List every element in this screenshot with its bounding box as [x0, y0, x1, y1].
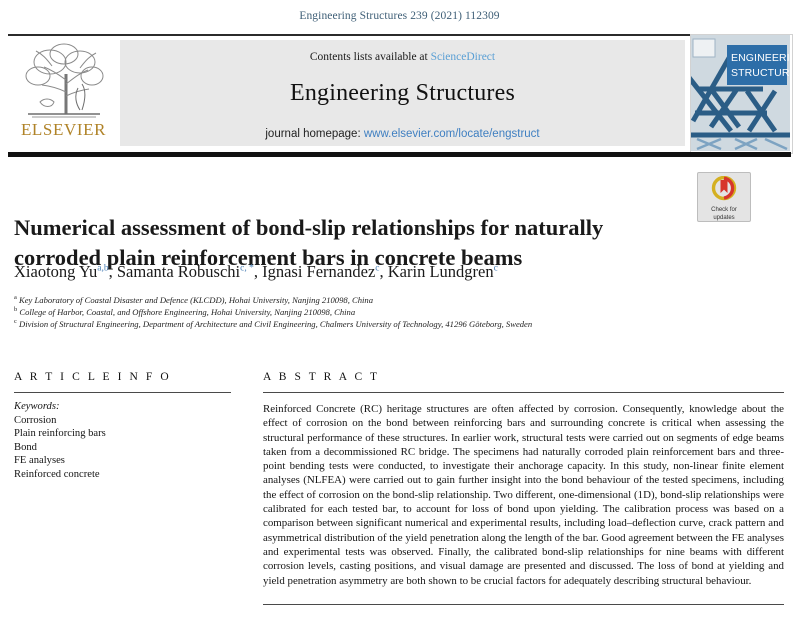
contents-list-line: Contents lists available at ScienceDirec… — [120, 40, 685, 63]
crossmark-icon — [711, 175, 737, 205]
author-separator: , — [379, 262, 388, 281]
affiliation-text: Division of Structural Engineering, Depa… — [16, 319, 533, 330]
svg-text:STRUCTURES: STRUCTURES — [731, 67, 790, 79]
affiliation-text: College of Harbor, Coastal, and Offshore… — [17, 307, 356, 318]
article-info-rule — [14, 392, 231, 393]
svg-text:ENGINEERING: ENGINEERING — [731, 52, 790, 64]
keyword-item: Plain reinforcing bars — [14, 428, 106, 440]
author-affiliation-marker: c — [493, 263, 498, 274]
affiliation-marker: c — [14, 318, 17, 326]
author-name: Ignasi Fernandez — [262, 262, 376, 281]
article-info-section: A R T I C L E I N F O Keywords: Corrosio… — [14, 371, 231, 482]
author-separator: , — [108, 262, 117, 281]
masthead-top-rule — [8, 34, 791, 36]
elsevier-wordmark: ELSEVIER — [20, 120, 107, 139]
author-name: Samanta Robuschi — [116, 262, 241, 281]
author-name: Xiaotong Yu — [14, 262, 98, 281]
keyword-item: Corrosion — [14, 414, 57, 426]
journal-homepage-line: journal homepage: www.elsevier.com/locat… — [120, 128, 685, 140]
masthead-bottom-rule — [8, 152, 791, 157]
article-info-heading: A R T I C L E I N F O — [14, 371, 172, 383]
page-title: Numerical assessment of bond-slip relati… — [14, 215, 604, 271]
author-affiliation-marker: c — [375, 263, 380, 274]
affiliation-list: a Key Laboratory of Coastal Disaster and… — [14, 294, 774, 331]
elsevier-tree-icon — [12, 40, 115, 122]
abstract-bottom-rule — [263, 604, 784, 605]
author-affiliation-marker: a,b — [97, 263, 109, 274]
keywords-items: Corrosion Plain reinforcing bars Bond FE an… — [14, 414, 231, 482]
affiliation-item: a Key Laboratory of Coastal Disaster and… — [14, 294, 774, 306]
abstract-section: A B S T R A C T Reinforced Concrete (RC)… — [263, 371, 784, 599]
crossmark-badge[interactable]: Check for updates — [697, 172, 751, 222]
elsevier-logo: ELSEVIER — [12, 40, 115, 146]
journal-masthead: ELSEVIER Contents lists available at Sci… — [8, 34, 793, 154]
author-list: Xiaotong Yua,b, Samanta Robuschic, *, Ig… — [14, 262, 714, 282]
affiliation-item: c Division of Structural Engineering, De… — [14, 318, 774, 330]
abstract-text: Reinforced Concrete (RC) heritage struct… — [263, 403, 784, 587]
author-separator: , — [253, 262, 263, 281]
journal-cover-thumbnail: ENGINEERING STRUCTURES — [690, 34, 793, 154]
abstract-heading: A B S T R A C T — [263, 371, 380, 383]
crossmark-label-line2: updates — [713, 215, 735, 221]
contents-prefix: Contents lists available at — [309, 51, 428, 63]
author-name: Karin Lundgren — [387, 262, 494, 281]
affiliation-marker: b — [14, 306, 18, 314]
affiliation-marker: a — [14, 294, 17, 302]
abstract-rule — [263, 392, 784, 393]
keyword-item: FE analyses — [14, 455, 65, 467]
journal-homepage-link[interactable]: www.elsevier.com/locate/engstruct — [363, 128, 540, 140]
author-affiliation-marker: c, * — [240, 263, 254, 274]
keyword-item: Bond — [14, 441, 37, 453]
journal-title: Engineering Structures — [289, 80, 515, 106]
sciencedirect-link[interactable]: ScienceDirect — [430, 51, 496, 63]
crossmark-label-line1: Check for — [711, 207, 737, 213]
journal-band: Contents lists available at ScienceDirec… — [120, 40, 685, 146]
homepage-prefix: journal homepage: — [265, 128, 361, 140]
keywords-label: Keywords: — [14, 401, 60, 412]
affiliation-text: Key Laboratory of Coastal Disaster and D… — [16, 295, 373, 305]
affiliation-item: b College of Harbor, Coastal, and Offsho… — [14, 306, 774, 318]
keyword-item: Reinforced concrete — [14, 468, 100, 480]
running-head: Engineering Structures 239 (2021) 112309 — [299, 10, 500, 22]
keywords-block: Keywords: Corrosion Plain reinforcing bar… — [14, 400, 231, 482]
